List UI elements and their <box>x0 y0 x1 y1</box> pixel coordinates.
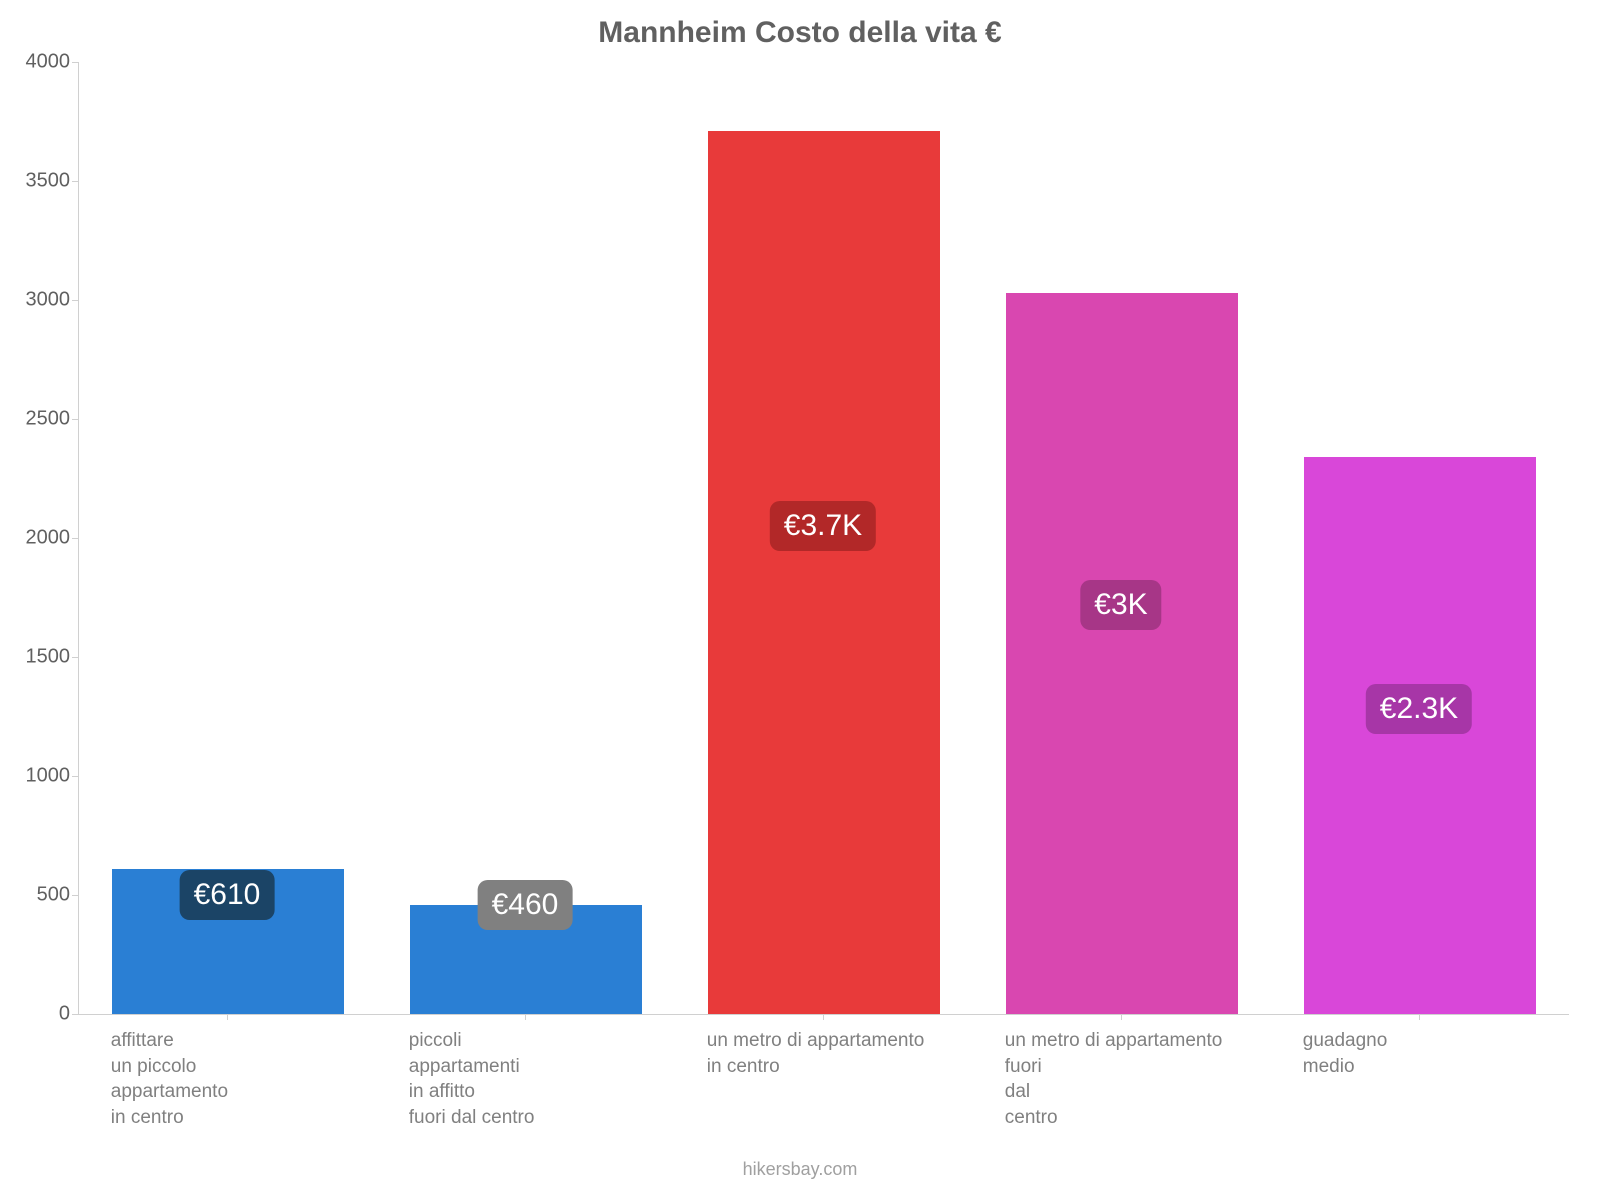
chart-title: Mannheim Costo della vita € <box>0 16 1600 50</box>
y-axis-tick-label: 3000 <box>10 289 70 312</box>
y-axis-tick-mark <box>72 419 78 420</box>
x-axis-tick-mark <box>525 1014 526 1020</box>
x-axis-tick-mark <box>1121 1014 1122 1020</box>
value-badge: €3K <box>1080 580 1161 630</box>
x-axis-category-label: guadagno medio <box>1303 1028 1388 1079</box>
x-axis-tick-mark <box>227 1014 228 1020</box>
value-badge: €2.3K <box>1366 684 1472 734</box>
value-badge: €610 <box>180 870 275 920</box>
y-axis-tick-mark <box>72 181 78 182</box>
y-axis-tick-label: 500 <box>10 884 70 907</box>
x-axis-category-label: un metro di appartamento in centro <box>707 1028 925 1079</box>
chart-bar <box>1006 293 1238 1014</box>
chart-footer: hikersbay.com <box>0 1159 1600 1180</box>
x-axis-tick-mark <box>1419 1014 1420 1020</box>
x-axis-tick-mark <box>823 1014 824 1020</box>
y-axis-tick-label: 1000 <box>10 765 70 788</box>
y-axis-tick-label: 4000 <box>10 51 70 74</box>
cost-of-living-chart: Mannheim Costo della vita € hikersbay.co… <box>0 0 1600 1200</box>
y-axis-tick-mark <box>72 300 78 301</box>
chart-bar <box>708 131 940 1014</box>
value-badge: €3.7K <box>770 501 876 551</box>
y-axis-tick-mark <box>72 62 78 63</box>
y-axis-tick-mark <box>72 1014 78 1015</box>
x-axis-category-label: piccoli appartamenti in affitto fuori da… <box>409 1028 535 1131</box>
y-axis-tick-label: 0 <box>10 1003 70 1026</box>
x-axis-category-label: un metro di appartamento fuori dal centr… <box>1005 1028 1223 1131</box>
y-axis-tick-label: 3500 <box>10 170 70 193</box>
y-axis-tick-label: 2500 <box>10 408 70 431</box>
chart-bar <box>1304 457 1536 1014</box>
x-axis-category-label: affittare un piccolo appartamento in cen… <box>111 1028 228 1131</box>
y-axis-tick-label: 2000 <box>10 527 70 550</box>
y-axis-tick-mark <box>72 895 78 896</box>
y-axis-tick-label: 1500 <box>10 646 70 669</box>
y-axis-tick-mark <box>72 538 78 539</box>
value-badge: €460 <box>478 880 573 930</box>
y-axis-tick-mark <box>72 657 78 658</box>
y-axis-tick-mark <box>72 776 78 777</box>
